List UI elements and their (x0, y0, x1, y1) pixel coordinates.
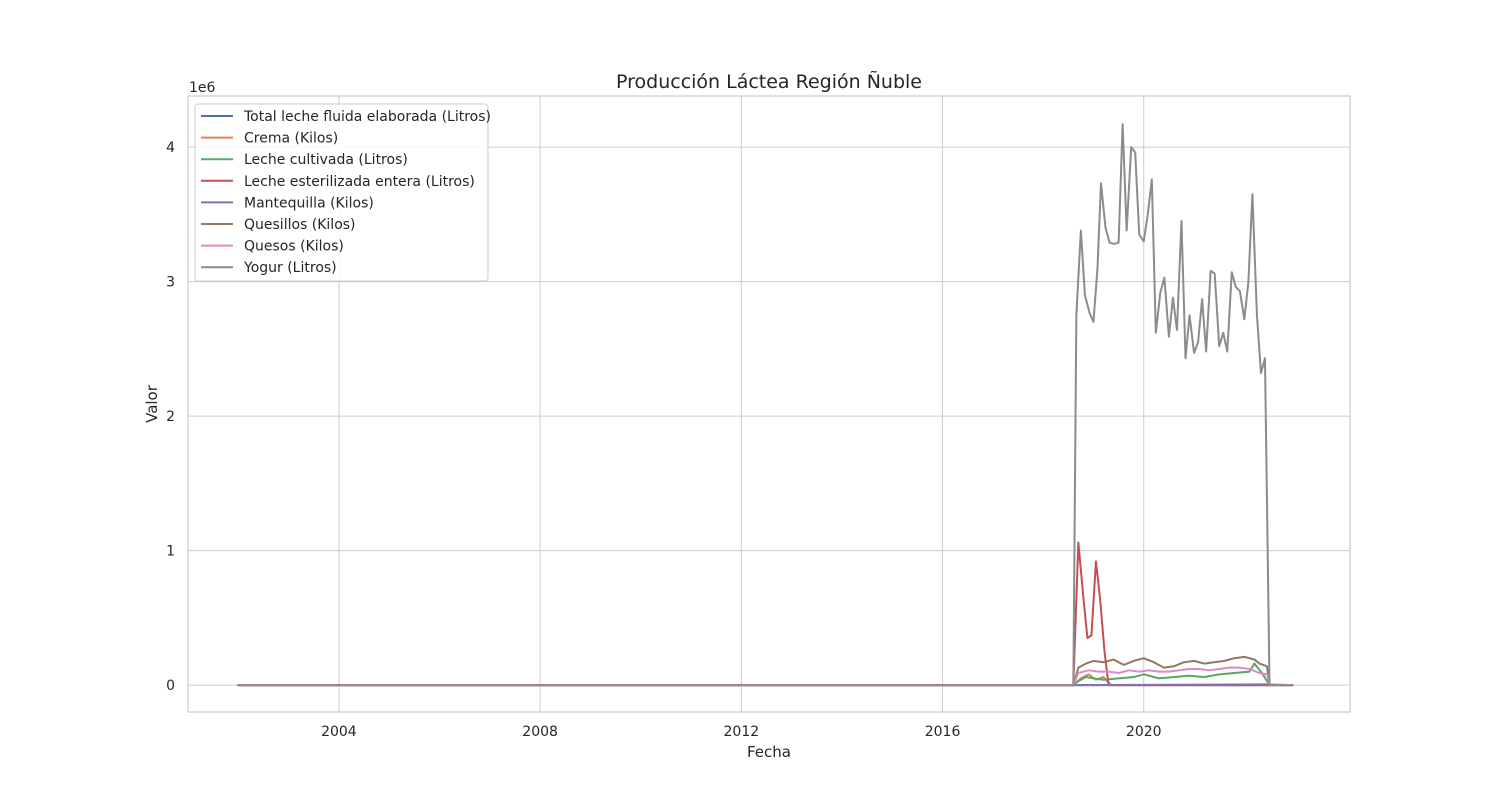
legend: Total leche fluida elaborada (Litros) Cre… (194, 103, 491, 282)
x-axis-ticks: 2004 2008 2012 2016 2020 (321, 724, 1161, 740)
legend-box (194, 103, 489, 282)
x-tick-label: 2016 (925, 724, 961, 740)
y-tick-label: 0 (166, 678, 175, 694)
series-line-6 (237, 655, 1294, 687)
y-tick-label: 1 (166, 544, 175, 560)
y-tick-label: 3 (166, 275, 175, 291)
series-line-4 (237, 541, 1294, 687)
legend-items: Total leche fluida elaborada (Litros) Cre… (201, 109, 491, 276)
x-axis-label: Fecha (747, 743, 791, 761)
series-layer (237, 123, 1294, 687)
series-line-8 (237, 123, 1294, 687)
legend-entry-5: Mantequilla (Kilos) (244, 195, 374, 211)
legend-entry-8: Yogur (Litros) (243, 260, 337, 276)
y-axis-ticks: 0 1 2 3 4 (166, 140, 175, 694)
plot-frame (187, 95, 1351, 713)
series-line-7 (237, 666, 1294, 687)
x-tick-label: 2004 (321, 724, 357, 740)
series-line-3 (237, 662, 1294, 687)
x-tick-label: 2008 (522, 724, 558, 740)
y-tick-label: 2 (166, 409, 175, 425)
legend-entry-6: Quesillos (Kilos) (244, 217, 356, 233)
legend-entry-7: Quesos (Kilos) (244, 239, 344, 255)
y-axis-label: Valor (143, 384, 161, 423)
legend-entry-2: Crema (Kilos) (244, 131, 338, 147)
legend-entry-3: Leche cultivada (Litros) (244, 152, 408, 168)
legend-entry-4: Leche esterilizada entera (Litros) (244, 174, 475, 190)
chart-title: Producción Láctea Región Ñuble (616, 70, 922, 93)
y-tick-label: 4 (166, 140, 175, 156)
legend-entry-1: Total leche fluida elaborada (Litros) (243, 109, 491, 125)
x-tick-label: 2020 (1126, 724, 1162, 740)
y-scale-offset-label: 1e6 (189, 80, 216, 96)
x-tick-label: 2012 (724, 724, 760, 740)
